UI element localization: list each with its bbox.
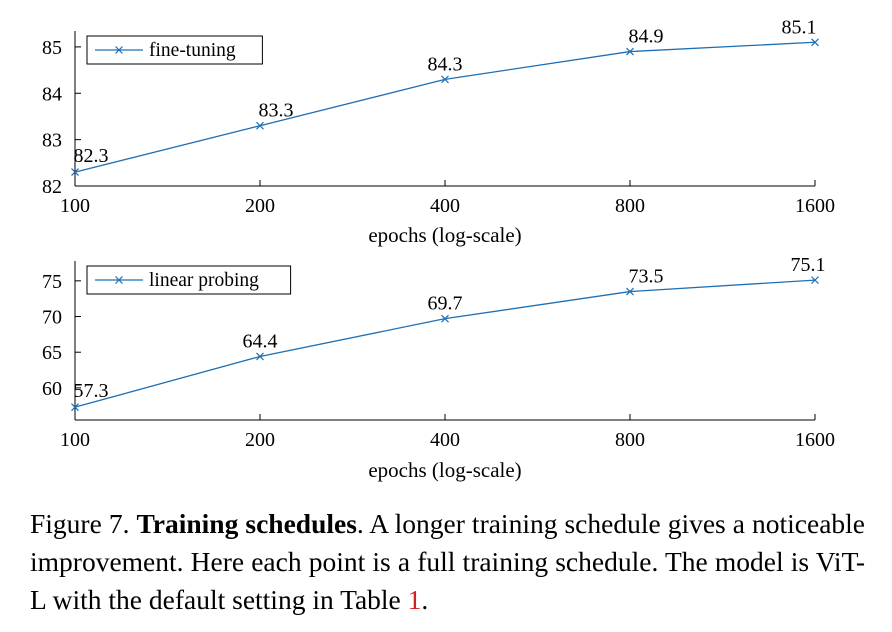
chart-panel-2: 100 200 400 800 1600 60 65 70 75 epochs (log-scal…: [42, 254, 835, 482]
caption-bold: Training schedules: [136, 508, 357, 539]
point-marker-stroke: [71, 168, 79, 177]
y-tick-label: 82: [42, 176, 62, 198]
data-point: [256, 121, 264, 130]
x-tick-label: 100: [60, 429, 90, 451]
y-tick-label: 65: [42, 342, 62, 364]
y-tick-label: 60: [42, 378, 62, 400]
legend-marker-stroke: [115, 46, 123, 54]
x-tick-label: 800: [615, 195, 645, 217]
point-marker-stroke: [811, 38, 819, 47]
caption-table-ref[interactable]: 1: [407, 584, 422, 615]
data-point: [811, 38, 819, 47]
x-tick-label: 200: [245, 195, 275, 217]
x-axis-label: epochs (log-scale): [368, 458, 521, 482]
x-tick-label: 100: [60, 195, 90, 217]
point-marker-stroke: [626, 47, 634, 56]
data-point: [626, 287, 634, 296]
data-point: [811, 276, 819, 285]
point-marker-stroke: [811, 276, 819, 285]
data-point: [626, 47, 634, 56]
y-tick-label: 75: [42, 271, 62, 293]
legend: linear probing: [86, 265, 292, 295]
x-tick-label: 400: [430, 429, 460, 451]
data-label: 75.1: [791, 254, 826, 276]
data-label: 84.9: [629, 26, 664, 48]
caption-prefix: Figure 7.: [30, 508, 137, 539]
data-label: 85.1: [782, 16, 817, 38]
point-marker-stroke: [626, 287, 634, 296]
chart-panel-1: 100 200 400 800 1600 82 83 84 85 epochs (log-scal…: [42, 16, 835, 247]
data-label: 57.3: [74, 380, 109, 402]
data-label: 73.5: [629, 266, 664, 288]
point-marker-stroke: [441, 314, 449, 323]
x-tick-label: 800: [615, 429, 645, 451]
point-marker-stroke: [256, 352, 264, 361]
data-label: 82.3: [74, 145, 109, 167]
caption-suffix: .: [421, 584, 429, 615]
point-marker-stroke: [441, 75, 449, 84]
data-point: [71, 168, 79, 177]
data-label: 84.3: [428, 53, 463, 75]
data-point: [441, 75, 449, 84]
x-tick-label: 400: [430, 195, 460, 217]
y-tick-label: 84: [42, 83, 62, 105]
legend-marker-stroke: [115, 276, 123, 284]
figure-caption: Figure 7. Training schedules. A longer t…: [30, 505, 865, 619]
data-point: [441, 314, 449, 323]
y-tick-label: 70: [42, 307, 62, 329]
point-marker-stroke: [71, 403, 79, 412]
caption-text: . A longer training schedule gives a not…: [30, 508, 865, 615]
y-tick-label: 83: [42, 130, 62, 152]
legend: fine-tuning: [86, 35, 263, 65]
chart-figure: 100 200 400 800 1600 82 83 84 85 epochs (log-scal…: [42, 16, 835, 482]
y-tick-label: 85: [42, 37, 62, 59]
data-label: 83.3: [259, 100, 294, 122]
x-tick-label: 1600: [795, 195, 835, 217]
x-tick-label: 200: [245, 429, 275, 451]
legend-label: linear probing: [149, 270, 259, 291]
data-point: [71, 403, 79, 412]
data-label: 64.4: [243, 330, 278, 352]
x-tick-label: 1600: [795, 429, 835, 451]
x-axis-label: epochs (log-scale): [368, 223, 521, 247]
point-marker-stroke: [256, 121, 264, 130]
data-label: 69.7: [428, 293, 463, 315]
legend-label: fine-tuning: [149, 40, 236, 61]
data-point: [256, 352, 264, 361]
